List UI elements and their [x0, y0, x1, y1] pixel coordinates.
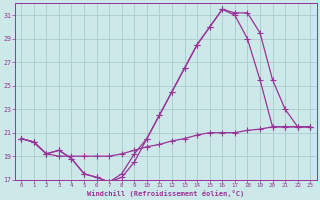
X-axis label: Windchill (Refroidissement éolien,°C): Windchill (Refroidissement éolien,°C) — [87, 190, 244, 197]
